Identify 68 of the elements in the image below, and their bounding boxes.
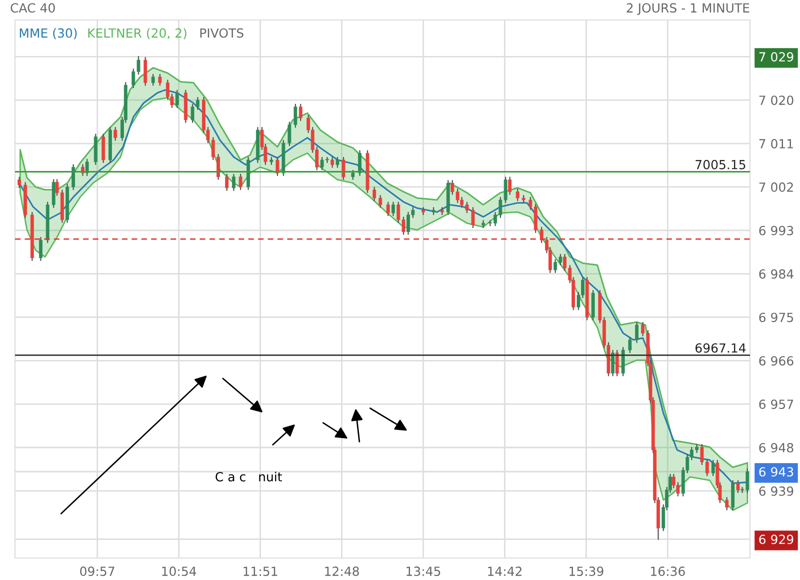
- text: MME (30): [20, 28, 77, 40]
- candlestick: [175, 90, 179, 108]
- x-tick-label: 15:39: [570, 566, 604, 576]
- candlestick: [288, 122, 292, 146]
- y-tick-label: 6 948: [759, 442, 794, 452]
- ref-line-label: 7005.15: [696, 160, 746, 170]
- candlestick: [628, 336, 632, 354]
- y-tick-label: 6 943: [759, 467, 794, 477]
- candlestick: [151, 74, 155, 86]
- y-tick-label: 6 984: [759, 269, 794, 279]
- text: KELTNER (20, 2): [88, 28, 186, 40]
- y-tick-label: 7 011: [759, 138, 793, 148]
- candlestick: [114, 127, 118, 141]
- x-tick-label: 11:51: [244, 566, 278, 576]
- candlestick: [232, 174, 236, 191]
- candlestick: [39, 237, 42, 261]
- candlestick: [378, 195, 382, 208]
- y-tick-label: 6 929: [759, 534, 794, 544]
- candlestick: [72, 164, 76, 190]
- annotation: C a c nuit: [216, 472, 282, 482]
- candlestick: [85, 158, 89, 176]
- candlestick: [144, 57, 148, 86]
- y-tick-label: 6 939: [759, 486, 794, 496]
- candlestick: [225, 174, 229, 191]
- candlestick: [615, 350, 619, 376]
- y-tick-label: 7 002: [759, 182, 793, 192]
- candlestick: [238, 174, 242, 190]
- x-tick-label: 12:48: [325, 566, 359, 576]
- x-tick-label: 09:57: [80, 566, 114, 576]
- candlestick: [102, 134, 106, 163]
- candlestick: [158, 74, 162, 86]
- x-tick-label: 13:45: [406, 566, 440, 576]
- chart-subtitle: 2 JOURS - 1 MINUTE: [626, 3, 750, 15]
- candlestick: [294, 104, 298, 128]
- annotation: PIVOTS: [200, 28, 244, 38]
- candlestick: [18, 176, 21, 188]
- candlestick: [516, 188, 520, 202]
- candlestick: [725, 497, 729, 510]
- candlestick: [358, 150, 362, 176]
- x-tick-label: 10:54: [162, 566, 196, 576]
- candlestick: [342, 156, 346, 180]
- candlestick: [471, 207, 475, 228]
- candlestick: [298, 104, 302, 121]
- chart-title: CAC 40: [10, 3, 55, 13]
- candlestick: [621, 347, 625, 376]
- candlestick: [372, 186, 376, 202]
- candlestick: [611, 350, 614, 376]
- y-tick-label: 6 957: [759, 400, 794, 410]
- y-tick-label: 6 993: [759, 226, 794, 236]
- candlestick: [711, 460, 715, 476]
- candlestick: [330, 156, 334, 168]
- candlestick: [52, 179, 56, 208]
- y-tick-label: 7 029: [759, 52, 794, 62]
- candlestick: [336, 156, 340, 168]
- candlestick: [392, 202, 395, 216]
- x-tick-label: 14:42: [488, 566, 522, 576]
- ref-line-label: 6967.14: [696, 343, 746, 353]
- y-tick-label: 6 966: [759, 356, 794, 366]
- candlestick: [482, 220, 485, 228]
- candlestick: [422, 207, 425, 216]
- y-tick-label: 7 020: [759, 96, 794, 106]
- y-tick-label: 6 975: [759, 312, 794, 322]
- candlestick: [508, 176, 512, 195]
- candlestick: [276, 156, 280, 176]
- candlestick: [386, 202, 390, 216]
- candlestick: [736, 480, 740, 493]
- x-tick-label: 16:36: [651, 566, 685, 576]
- candlestick: [635, 322, 638, 343]
